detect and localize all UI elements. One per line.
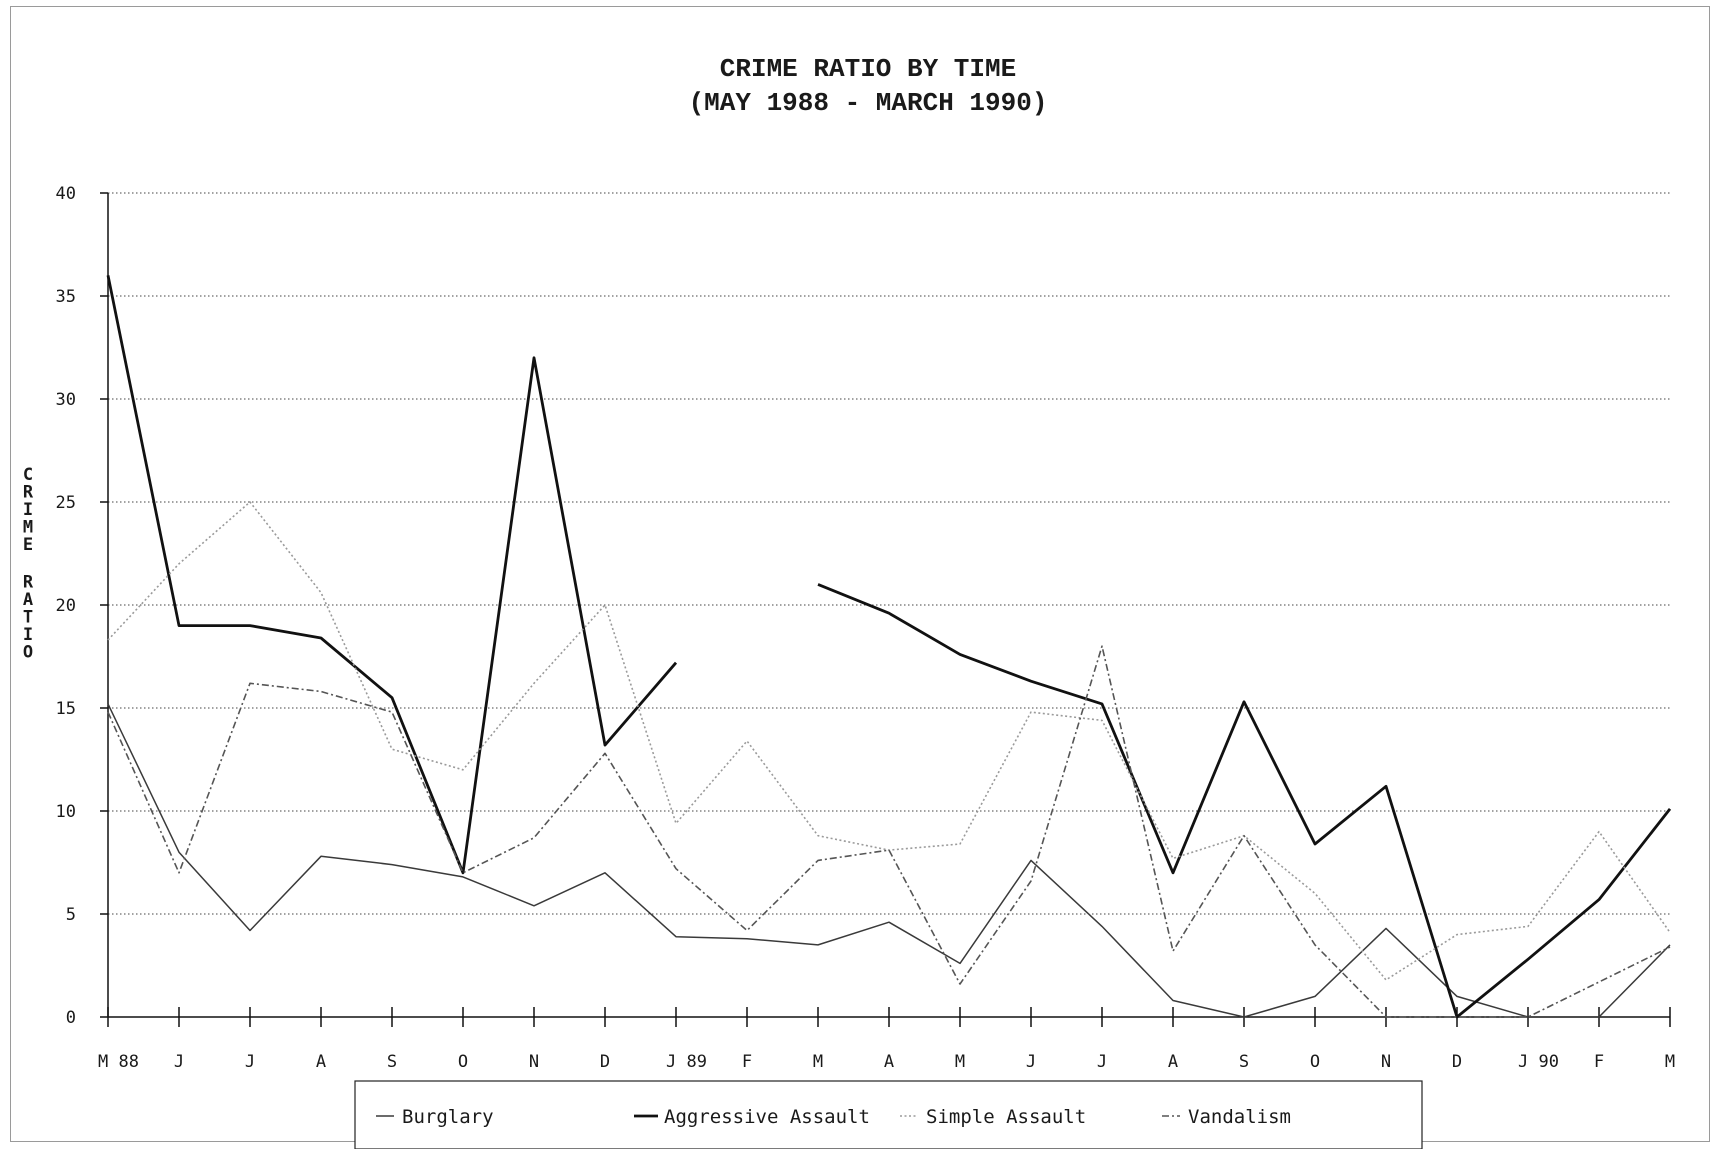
- legend-box: [354, 1080, 1423, 1149]
- legend-label-aggressive-assault: Aggressive Assault: [664, 1106, 870, 1128]
- y-axis-title-letter: R: [23, 483, 34, 503]
- y-axis-title-letter: I: [23, 625, 33, 645]
- x-tick-label: J: [1097, 1052, 1107, 1072]
- series-line-aggressive-assault: [817, 583, 1672, 1019]
- x-tick-label: S: [387, 1052, 397, 1072]
- x-tick-label: D: [1452, 1052, 1462, 1072]
- y-axis-title-letter: T: [23, 608, 33, 628]
- y-tick-label: 10: [56, 802, 76, 822]
- series-line-burglary: [107, 703, 1671, 1018]
- x-tick-label: F: [1594, 1052, 1604, 1072]
- y-tick-label: 40: [56, 184, 76, 204]
- x-tick-label: D: [600, 1052, 610, 1072]
- y-tick-label: 20: [56, 596, 76, 616]
- series-layer: [106, 275, 1672, 1019]
- x-tick-label: N: [1381, 1052, 1391, 1072]
- y-axis-title-letter: O: [23, 643, 33, 663]
- y-tick-label: 35: [56, 287, 76, 307]
- y-tick-label: 25: [56, 493, 76, 513]
- y-axis-title-letter: I: [23, 500, 33, 520]
- grid-layer: [108, 192, 1670, 915]
- x-tick-label: M: [955, 1052, 965, 1072]
- series-line-simple-assault: [107, 501, 1671, 981]
- series-line-vandalism: [107, 645, 1671, 1018]
- x-tick-label: M: [813, 1052, 823, 1072]
- y-axis-title-letter: A: [23, 590, 33, 610]
- chart-subtitle: (MAY 1988 - MARCH 1990): [689, 88, 1048, 118]
- x-tick-label: J 90: [1518, 1052, 1559, 1072]
- x-tick-label: M 88: [98, 1052, 139, 1072]
- x-tick-label: A: [1168, 1052, 1178, 1072]
- x-tick-label: J 89: [666, 1052, 707, 1072]
- y-axis-title-letter: R: [23, 573, 34, 593]
- x-tick-label: F: [742, 1052, 752, 1072]
- legend: Burglary Aggressive Assault Simple Assault…: [354, 1080, 1423, 1149]
- x-tick-label: J: [1026, 1052, 1036, 1072]
- legend-label-simple-assault: Simple Assault: [926, 1106, 1086, 1128]
- x-tick-label: A: [884, 1052, 894, 1072]
- x-tick-label: M: [1665, 1052, 1675, 1072]
- x-tick-label: O: [1310, 1052, 1320, 1072]
- chart-title: CRIME RATIO BY TIME: [720, 54, 1016, 84]
- y-axis-title-letter: E: [23, 535, 33, 555]
- x-tick-label: J: [245, 1052, 255, 1072]
- x-tick-label: N: [529, 1052, 539, 1072]
- x-tick-label: S: [1239, 1052, 1249, 1072]
- y-tick-label: 30: [56, 390, 76, 410]
- y-axis-title-letter: M: [23, 518, 33, 538]
- x-tick-label: J: [174, 1052, 184, 1072]
- x-tick-label: A: [316, 1052, 326, 1072]
- y-tick-label: 15: [56, 699, 76, 719]
- x-tick-label: O: [458, 1052, 468, 1072]
- legend-label-vandalism: Vandalism: [1188, 1106, 1291, 1128]
- legend-label-burglary: Burglary: [402, 1106, 494, 1128]
- y-tick-label: 0: [66, 1008, 76, 1028]
- y-tick-label: 5: [66, 905, 76, 925]
- y-axis-title-letter: C: [23, 465, 33, 485]
- series-line-aggressive-assault: [106, 275, 678, 875]
- axis-layer: 0 5 10 15 20 25 30 35 40 M 88 J J A S O N D J 89 F M A M J J A S O…: [56, 184, 1676, 1072]
